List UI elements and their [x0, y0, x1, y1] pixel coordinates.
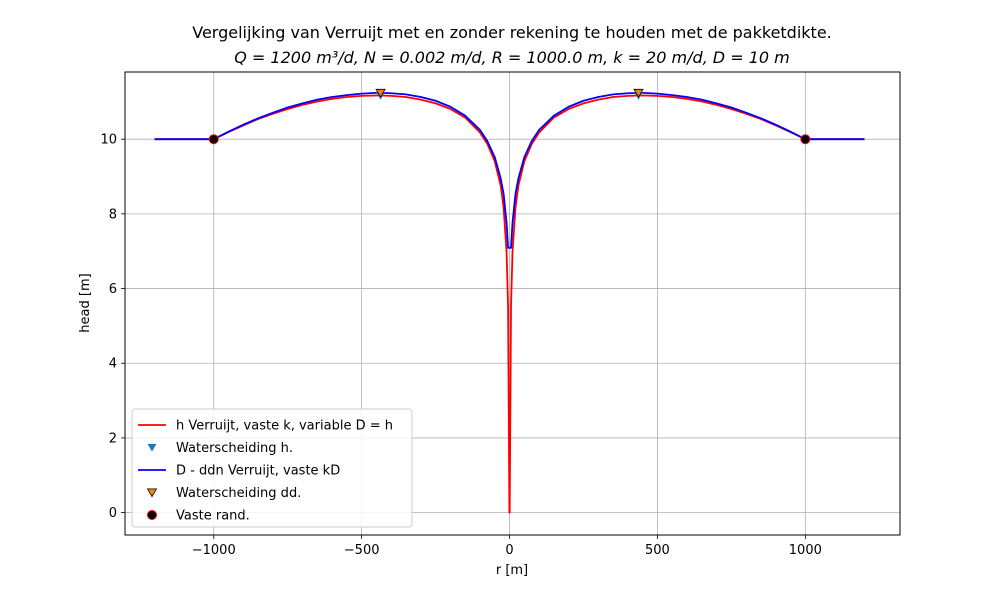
x-tick-label: −500 [344, 543, 380, 558]
chart-subtitle: Q = 1200 m³/d, N = 0.002 m/d, R = 1000.0… [234, 48, 789, 67]
series-line-2 [154, 92, 865, 249]
legend-swatch [147, 510, 157, 520]
chart-title: Vergelijking van Verruijt met en zonder … [192, 23, 832, 42]
y-tick-label: 2 [109, 431, 117, 446]
legend-items: h Verruijt, vaste k, variable D = h Water… [138, 419, 393, 524]
y-tick-label: 4 [109, 357, 117, 372]
y-tick-label: 0 [109, 506, 117, 521]
legend-swatch [147, 443, 157, 452]
legend-label: Waterscheiding dd. [176, 486, 301, 501]
x-tick-label: −1000 [192, 543, 236, 558]
data-point-3 [375, 88, 386, 98]
data-point-3 [633, 88, 644, 98]
legend-label: Vaste rand. [176, 509, 250, 524]
series-lines [154, 92, 865, 514]
x-tick-label: 500 [645, 543, 670, 558]
legend-label: h Verruijt, vaste k, variable D = h [176, 419, 393, 434]
legend-box [131, 408, 413, 528]
data-point-4 [800, 134, 811, 145]
plot-frame [124, 71, 901, 536]
x-axis-label: r [m] [496, 563, 528, 578]
y-tick-label: 8 [109, 207, 117, 222]
series-line-0 [154, 94, 865, 514]
legend-swatch [146, 488, 158, 498]
y-tick-label: 10 [100, 133, 117, 148]
legend: h Verruijt, vaste k, variable D = h Water… [131, 408, 413, 528]
x-axis-ticks: −1000 −500 0 500 1000 [192, 535, 822, 558]
x-tick-label: 0 [505, 543, 513, 558]
x-tick-label: 1000 [789, 543, 822, 558]
legend-label: Waterscheiding h. [176, 441, 293, 456]
data-point-4 [208, 134, 219, 145]
y-axis-ticks: 0 2 4 6 8 10 [100, 133, 125, 521]
y-axis-label: head [m] [78, 273, 93, 332]
legend-label: D - ddn Verruijt, vaste kD [176, 464, 340, 479]
series-markers [208, 88, 811, 145]
y-tick-label: 6 [109, 282, 117, 297]
